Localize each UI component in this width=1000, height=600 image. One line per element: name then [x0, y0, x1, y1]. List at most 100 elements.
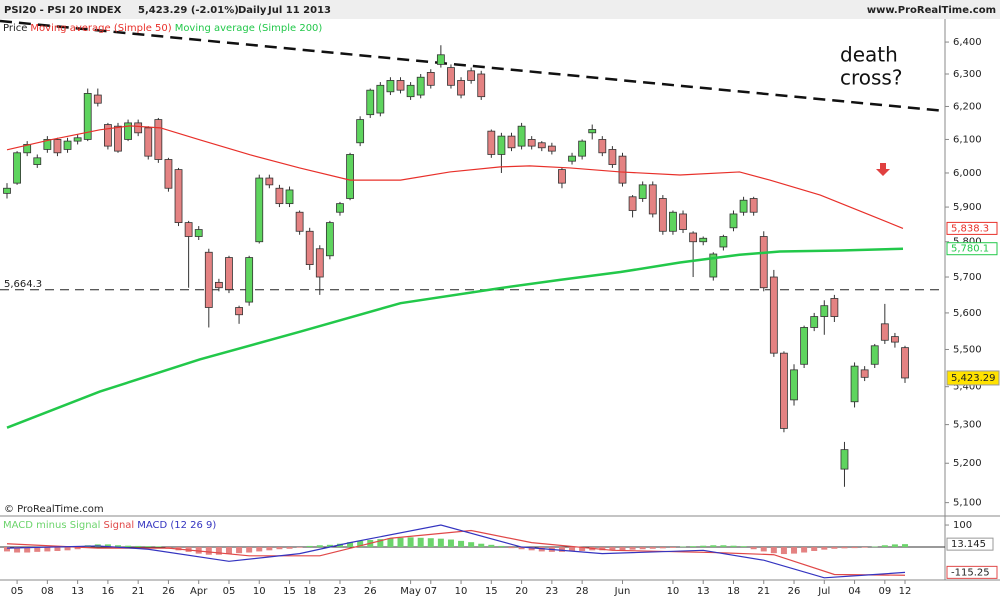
histogram-bar	[468, 542, 475, 548]
legend-entry: MACD minus Signal	[3, 520, 100, 531]
histogram-bar	[407, 537, 414, 548]
x-tick-label: 18	[727, 586, 740, 597]
candle-body	[467, 70, 476, 81]
candle-body	[658, 198, 667, 232]
histogram-bar	[569, 547, 576, 552]
x-tick-label: 05	[223, 586, 236, 597]
histogram-bar	[508, 547, 515, 549]
x-tick-label: Jul	[817, 586, 830, 597]
candle-body	[104, 124, 112, 147]
annotation: cross?	[840, 66, 902, 90]
y-tick-label: 5,400	[953, 382, 982, 393]
histogram-bar	[579, 547, 586, 551]
candle-body	[295, 211, 304, 232]
candle-body	[880, 323, 889, 341]
histogram-bar	[881, 545, 888, 548]
histogram-bar	[609, 547, 616, 551]
y-tick-label: 100	[953, 520, 972, 531]
candle-body	[275, 187, 284, 205]
histogram-bar	[730, 545, 737, 548]
candle-body	[719, 236, 728, 248]
candle-body	[457, 80, 465, 96]
x-tick-label: 16	[102, 586, 115, 597]
histogram-bar	[528, 547, 535, 551]
x-tick-label: Apr	[190, 586, 208, 597]
histogram-bar	[104, 544, 111, 548]
candle-body	[537, 142, 546, 149]
annotation: death	[840, 43, 898, 67]
level-label: 5,664.3	[4, 279, 42, 290]
histogram-bar	[891, 544, 898, 548]
y-tick-label: 5,500	[953, 344, 982, 355]
histogram-bar	[125, 545, 132, 548]
histogram-bar	[437, 538, 444, 548]
x-tick-label: 10	[455, 586, 468, 597]
candle-body	[638, 184, 647, 199]
y-tick-label: 5,300	[953, 420, 982, 431]
candle-body	[346, 154, 354, 199]
histogram-bar	[276, 547, 283, 550]
candle-body	[53, 139, 62, 154]
x-tick-label: 10	[253, 586, 266, 597]
candle-body	[255, 177, 264, 243]
histogram-bar	[54, 547, 61, 551]
candle-body	[325, 222, 334, 257]
down-arrow	[876, 163, 890, 176]
candle-body	[608, 149, 617, 165]
histogram-bar	[811, 547, 818, 551]
candle-body	[315, 248, 324, 278]
candle-body	[840, 449, 849, 470]
candle-body	[396, 80, 405, 91]
macd-line	[6, 529, 906, 576]
x-tick-label: 07	[424, 586, 437, 597]
x-tick-label: 05	[11, 586, 24, 597]
histogram-bar	[801, 547, 808, 553]
histogram-bar	[599, 547, 606, 551]
histogram-bar	[397, 537, 404, 548]
candle-body	[3, 187, 11, 194]
moving-average	[6, 125, 904, 229]
value-box	[946, 565, 998, 579]
moving-average	[6, 247, 904, 429]
candle-body	[679, 213, 687, 230]
x-tick-label: 18	[303, 586, 316, 597]
candle-body	[810, 316, 819, 328]
histogram-bar	[74, 547, 81, 550]
candle-body	[194, 229, 203, 237]
date: Jul 11 2013	[267, 5, 331, 16]
candle-body	[214, 281, 223, 289]
candle-body	[598, 139, 607, 154]
macd-line	[6, 524, 906, 579]
histogram-bar	[447, 539, 454, 548]
candle-body	[336, 203, 344, 213]
histogram-bar	[720, 545, 727, 548]
legend-entry: Signal	[103, 520, 134, 531]
histogram-bar	[750, 547, 757, 550]
x-tick-label: 10	[667, 586, 680, 597]
candle-body	[618, 155, 627, 184]
candle-body	[204, 251, 213, 308]
x-tick-label: 26	[162, 586, 175, 597]
candle-body	[729, 213, 738, 229]
histogram-bar	[710, 545, 717, 548]
candle-body	[689, 232, 698, 243]
candle-body	[245, 257, 254, 303]
candle-body	[477, 73, 486, 98]
histogram-bar	[518, 547, 525, 550]
histogram-bar	[145, 546, 152, 548]
candle-body	[870, 345, 879, 365]
histogram-bar	[760, 547, 767, 552]
histogram-bar	[296, 547, 303, 548]
x-tick-label: May	[400, 586, 421, 597]
candle-body	[13, 152, 21, 184]
y-tick-label: 5,200	[953, 458, 982, 469]
x-tick-label: 26	[788, 586, 801, 597]
histogram-bar	[791, 547, 798, 554]
x-tick-label: 21	[757, 586, 770, 597]
histogram-bar	[427, 538, 434, 548]
candle-body	[588, 129, 597, 134]
candle-body	[114, 125, 122, 152]
candle-body	[769, 276, 778, 354]
candle-body	[305, 230, 314, 266]
y-tick-label: 6,100	[953, 134, 982, 145]
